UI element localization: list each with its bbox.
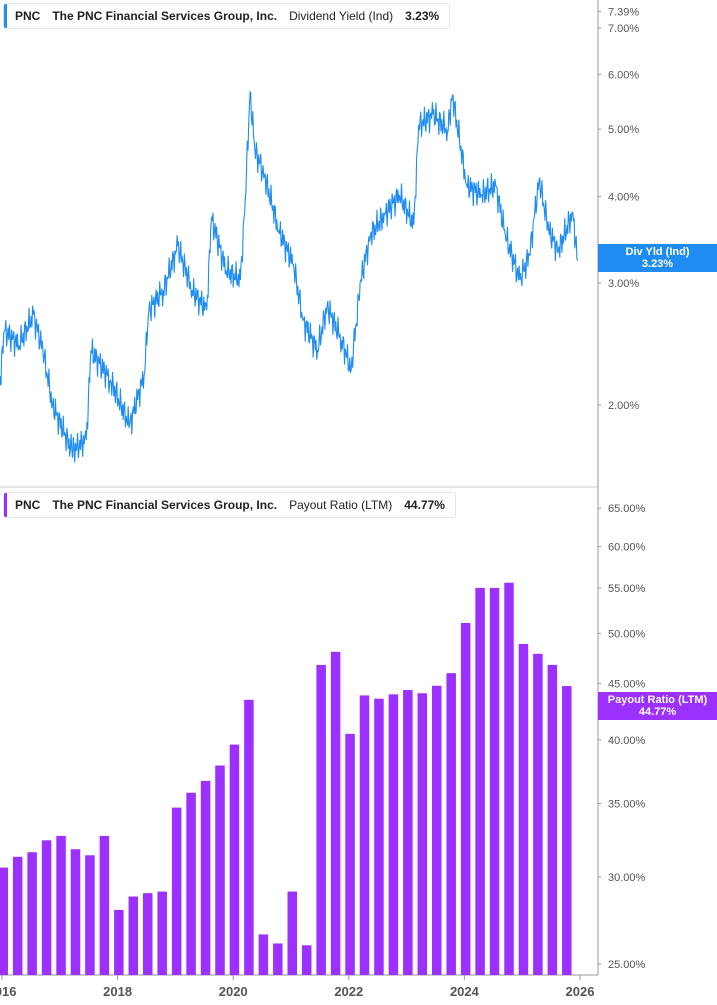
payout-bar	[518, 643, 529, 975]
payout-bar	[345, 733, 355, 975]
payout-bar	[562, 686, 572, 975]
tag-value: 44.77%	[638, 706, 677, 718]
payout-bar	[359, 695, 370, 975]
dividend-yield-line	[0, 90, 579, 463]
payout-bar	[301, 945, 312, 975]
x-tick-label: 2026	[566, 984, 595, 999]
x-tick-label: 2022	[334, 984, 363, 999]
y-tick-label: 3.00%	[608, 278, 639, 290]
y-tick-label: 35.00%	[608, 799, 646, 811]
y-tick-label: 55.00%	[608, 583, 646, 595]
y-tick-label: 40.00%	[608, 735, 646, 747]
metric-value: 44.77%	[404, 498, 445, 512]
y-tick-label: 5.00%	[608, 124, 639, 136]
payout-bar	[56, 835, 66, 975]
payout-bar	[533, 653, 543, 975]
tag-label: Payout Ratio (LTM)	[607, 694, 708, 706]
payout-bar	[70, 849, 81, 975]
payout-bar	[287, 891, 297, 975]
payout-bar	[200, 780, 211, 975]
payout-bar	[27, 852, 37, 975]
x-tick-label: 2024	[450, 984, 480, 999]
metric-value: 3.23%	[405, 9, 440, 23]
payout-bar	[432, 685, 442, 975]
top-chart-header: PNC The PNC Financial Services Group, In…	[3, 3, 451, 29]
y-tick-label: 45.00%	[608, 679, 646, 691]
y-tick-label: 6.00%	[608, 69, 639, 81]
series-color-bar	[4, 4, 7, 28]
series-color-bar	[4, 493, 7, 517]
payout-bar	[504, 582, 514, 975]
payout-bar	[374, 698, 384, 975]
y-tick-label: 30.00%	[608, 872, 646, 884]
payout-bar	[114, 909, 124, 975]
payout-bar	[244, 699, 254, 975]
x-tick-label: 2016	[0, 984, 16, 999]
payout-bar	[186, 792, 196, 975]
payout-bar	[489, 587, 500, 975]
x-tick-label: 2020	[219, 984, 248, 999]
tag-value: 3.23%	[641, 258, 674, 270]
company-name: The PNC Financial Services Group, Inc.	[52, 498, 278, 512]
payout-bar	[273, 943, 283, 975]
payout-bar	[12, 856, 23, 975]
payout-bar	[143, 893, 153, 975]
payout-bar	[258, 934, 269, 975]
payout-bar	[460, 622, 471, 975]
tag-label: Div Yld (Ind)	[625, 246, 690, 258]
payout-bar	[0, 867, 8, 975]
current-yield-tag: Div Yld (Ind) 3.23%	[598, 244, 717, 272]
payout-bar	[85, 855, 95, 975]
current-payout-tag: Payout Ratio (LTM) 44.77%	[598, 692, 717, 720]
y-tick-label: 7.39%	[608, 7, 639, 19]
payout-bar	[171, 807, 182, 975]
y-tick-label: 65.00%	[608, 503, 646, 515]
y-tick-label: 60.00%	[608, 541, 646, 553]
payout-bar	[316, 664, 326, 975]
payout-bar	[388, 694, 399, 975]
payout-bar	[417, 693, 428, 975]
bottom-chart-header: PNC The PNC Financial Services Group, In…	[3, 492, 456, 518]
ticker: PNC	[15, 9, 41, 23]
y-tick-label: 25.00%	[608, 959, 646, 971]
metric-name: Dividend Yield (Ind)	[289, 9, 394, 23]
payout-bar	[330, 651, 341, 975]
payout-bar	[215, 765, 225, 975]
payout-bar	[547, 664, 558, 975]
payout-bar	[157, 891, 167, 975]
payout-bar	[128, 896, 139, 975]
y-tick-label: 2.00%	[608, 400, 639, 412]
payout-bar	[446, 673, 456, 975]
y-tick-label: 50.00%	[608, 628, 646, 640]
x-tick-label: 2018	[103, 984, 132, 999]
payout-bar	[229, 744, 240, 975]
payout-bar	[475, 587, 485, 975]
y-tick-label: 7.00%	[608, 23, 639, 35]
payout-bar	[99, 835, 110, 975]
ticker: PNC	[15, 498, 41, 512]
y-tick-label: 4.00%	[608, 191, 639, 203]
metric-name: Payout Ratio (LTM)	[289, 498, 393, 512]
company-name: The PNC Financial Services Group, Inc.	[52, 9, 278, 23]
payout-bar	[403, 690, 413, 975]
payout-bar	[41, 840, 52, 975]
